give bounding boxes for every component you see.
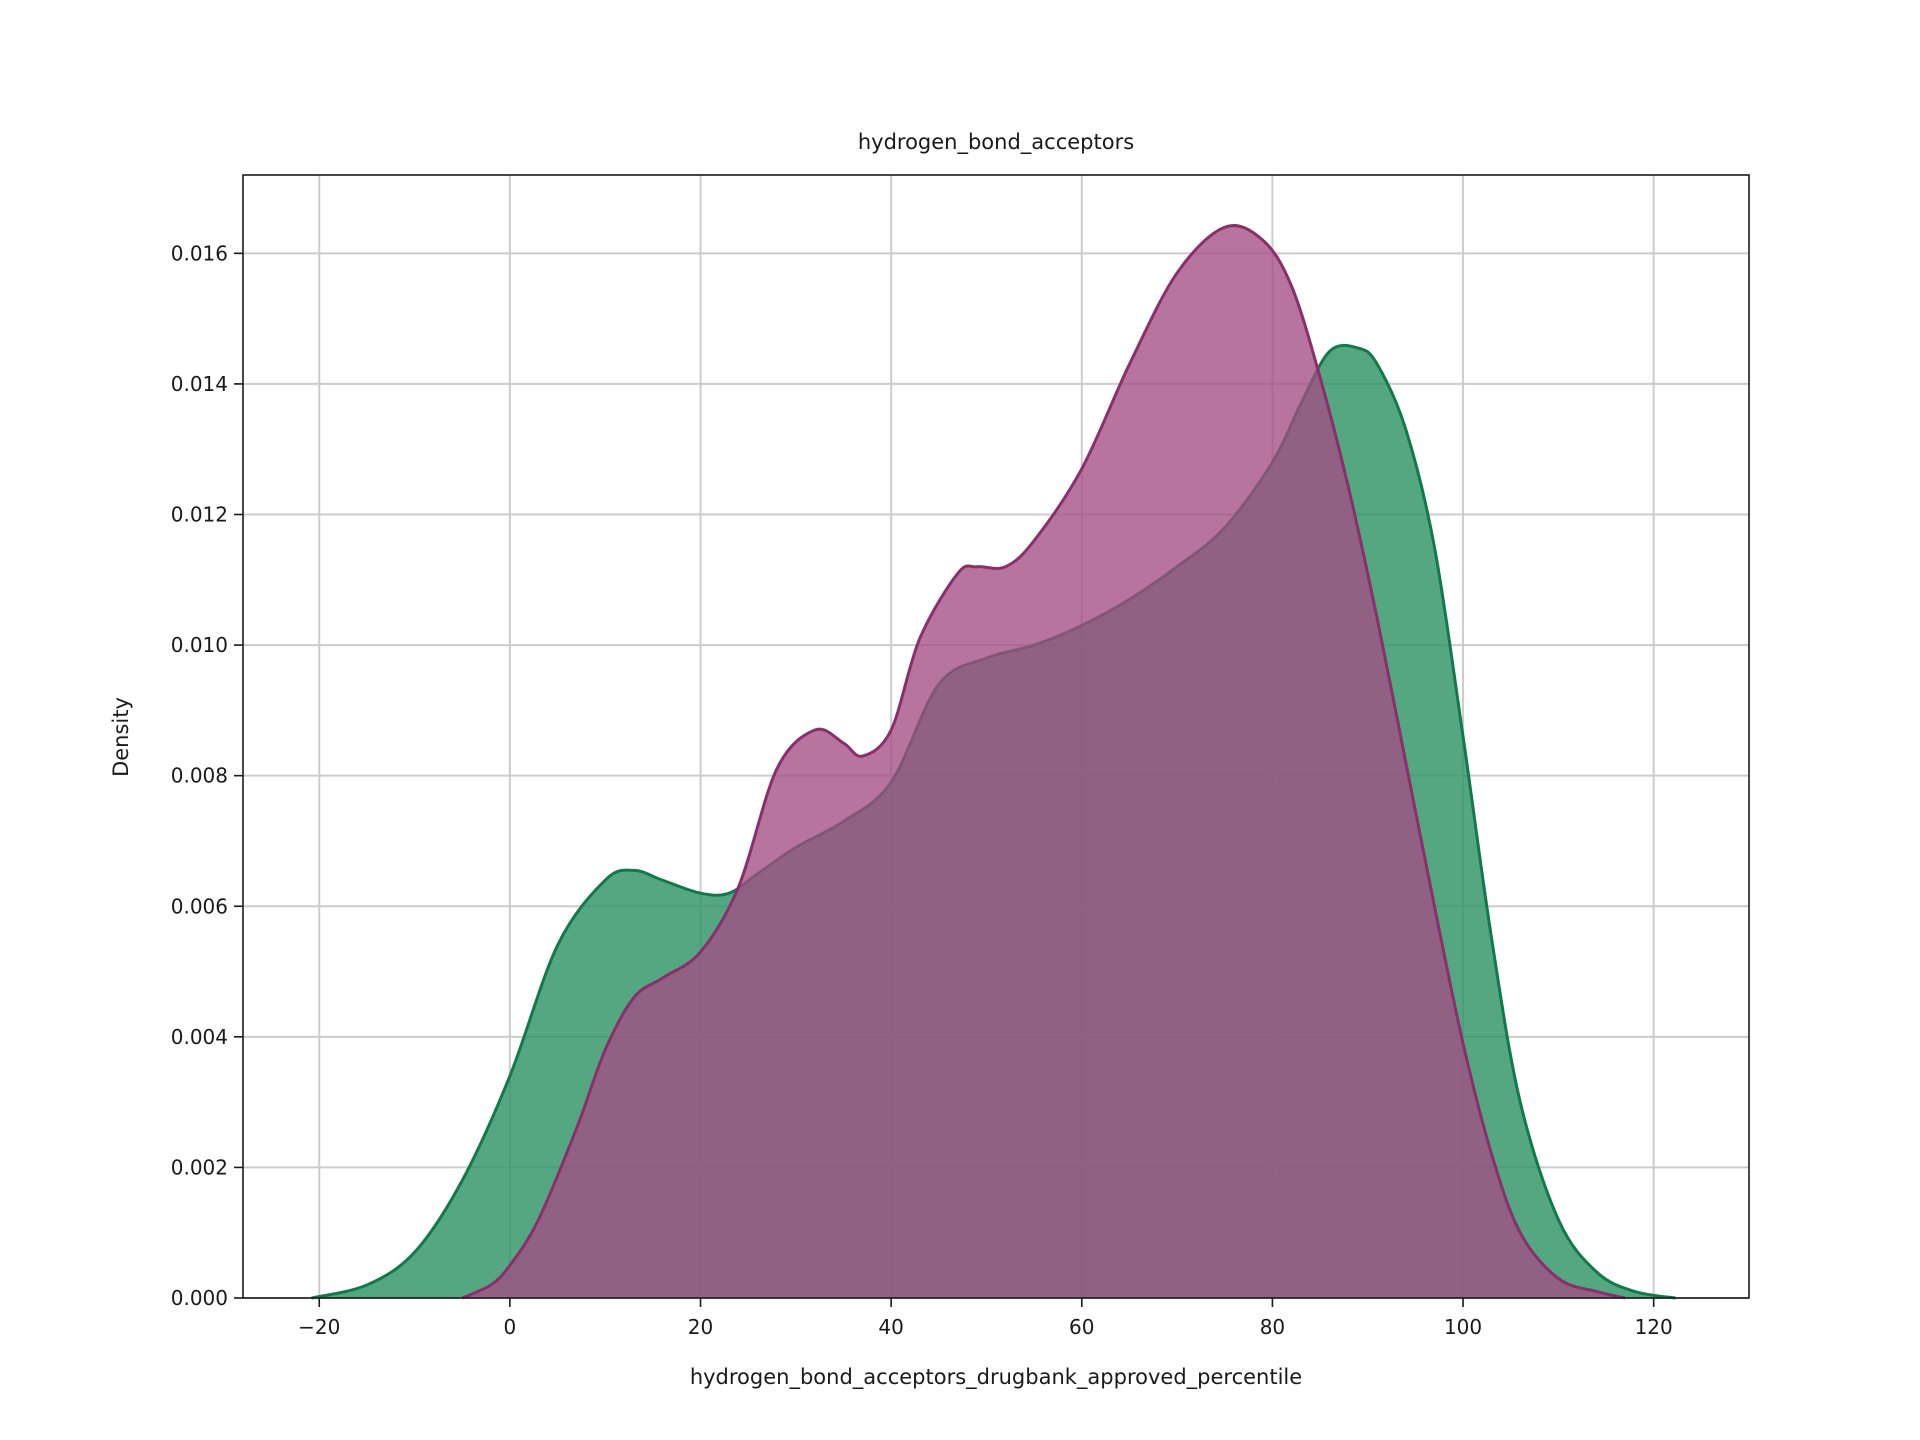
x-tick-label: 120 [1635,1315,1673,1339]
x-tick-label: 0 [504,1315,517,1339]
x-tick-label: 80 [1260,1315,1285,1339]
density-area-2 [462,225,1626,1298]
density-line-2 [461,224,1626,1300]
series-layer [311,224,1676,1300]
x-tick-label: 100 [1444,1315,1482,1339]
x-tick-label: 40 [878,1315,903,1339]
y-tick-label: 0.006 [171,894,228,918]
y-tick-label: 0.008 [171,764,228,788]
x-tick-label: 60 [1069,1315,1094,1339]
x-tick-label: 20 [688,1315,713,1339]
y-tick-label: 0.004 [171,1025,228,1049]
x-tick-label: −20 [298,1315,340,1339]
x-axis-label: hydrogen_bond_acceptors_drugbank_approve… [690,1365,1302,1390]
x-axis-ticks: −20 0 20 40 60 80 100 120 [298,1298,1673,1339]
y-tick-label: 0.012 [171,503,228,527]
chart-title: hydrogen_bond_acceptors [858,130,1134,155]
y-tick-label: 0.014 [171,372,228,396]
plot-frame [242,174,1750,1299]
y-tick-label: 0.002 [171,1155,228,1179]
y-axis-label: Density [109,697,133,777]
y-axis-ticks: 0.000 0.002 0.004 0.006 0.008 0.010 0.012 0.014… [171,241,243,1310]
y-tick-label: 0.010 [171,633,228,657]
y-tick-label: 0.016 [171,241,228,265]
y-tick-label: 0.000 [171,1286,228,1310]
